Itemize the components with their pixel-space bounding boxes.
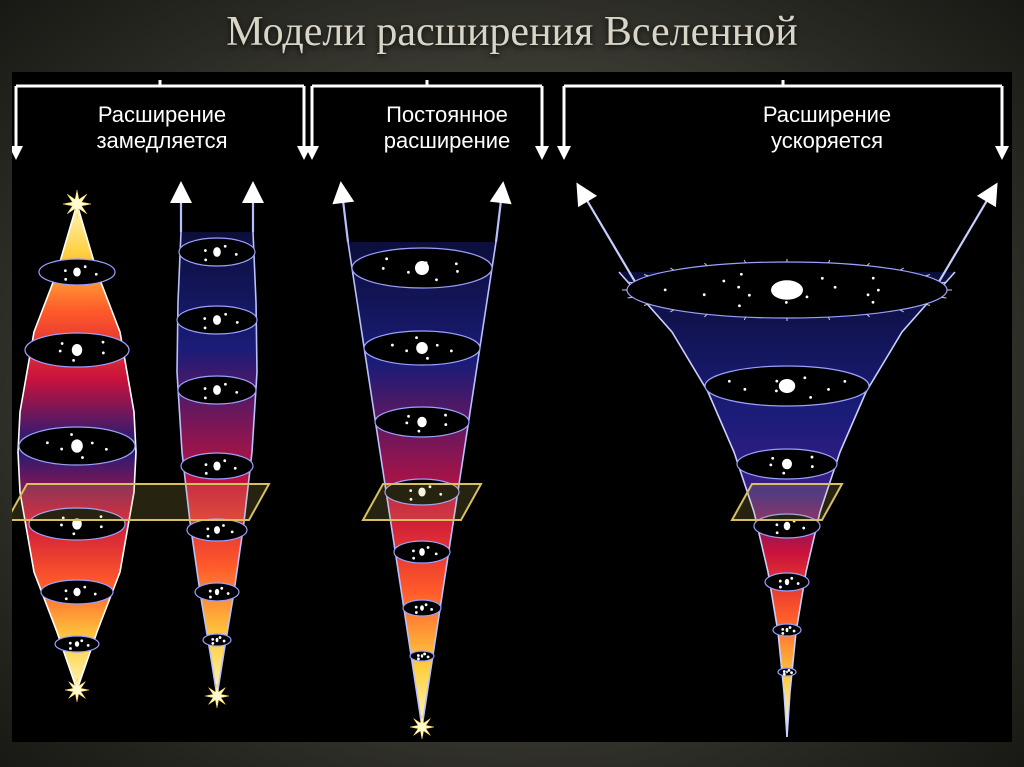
model-label-constant: Постоянное расширение	[342, 102, 552, 155]
diagram-svg	[12, 72, 1012, 742]
model-label-accelerating: Расширение ускоряется	[712, 102, 942, 155]
slide-title: Модели расширения Вселенной	[0, 8, 1024, 56]
cone-accelerating-0	[582, 192, 992, 737]
slide: Модели расширения Вселенной Расширение з…	[0, 0, 1024, 767]
cone-decelerating-1	[177, 192, 257, 708]
cone-constant-0	[342, 192, 502, 739]
expansion-diagram: Расширение замедляется Постоянное расшире…	[12, 72, 1012, 742]
model-label-decelerating: Расширение замедляется	[52, 102, 272, 155]
cone-decelerating-0	[18, 190, 136, 702]
